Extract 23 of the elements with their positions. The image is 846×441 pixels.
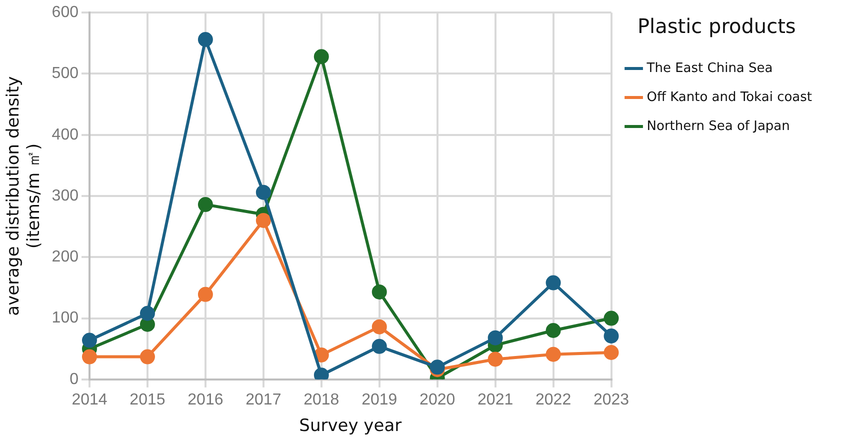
y-tick-label: 100 [52,310,79,327]
y-axis-title: average distribution density (items/m ㎡) [4,76,44,316]
x-tick-label: 2022 [536,391,572,408]
y-tick-label: 300 [52,187,79,204]
x-tick-label: 2014 [72,391,108,408]
x-tick-label: 2021 [478,391,514,408]
y-tick-label: 500 [52,65,79,82]
y-tick-label: 0 [70,370,79,388]
x-tick-label: 2019 [362,391,398,408]
legend-label: The East China Sea [646,60,773,76]
x-tick-label: 2016 [188,391,224,408]
x-tick-label: 2015 [130,391,166,408]
x-tick-label: 2017 [246,391,282,408]
x-tick-label: 2018 [304,391,340,408]
x-tick-label: 2020 [420,391,456,408]
y-tick-label: 600 [52,4,79,22]
legend-title: Plastic products [637,14,796,38]
x-axis-title: Survey year [299,416,402,436]
legend-label: Northern Sea of Japan [646,118,790,134]
x-tick-label: 2023 [593,391,630,408]
y-tick-label: 200 [52,248,79,266]
y-tick-label: 400 [52,126,79,144]
legend-label: Off Kanto and Tokai coast [646,90,812,105]
